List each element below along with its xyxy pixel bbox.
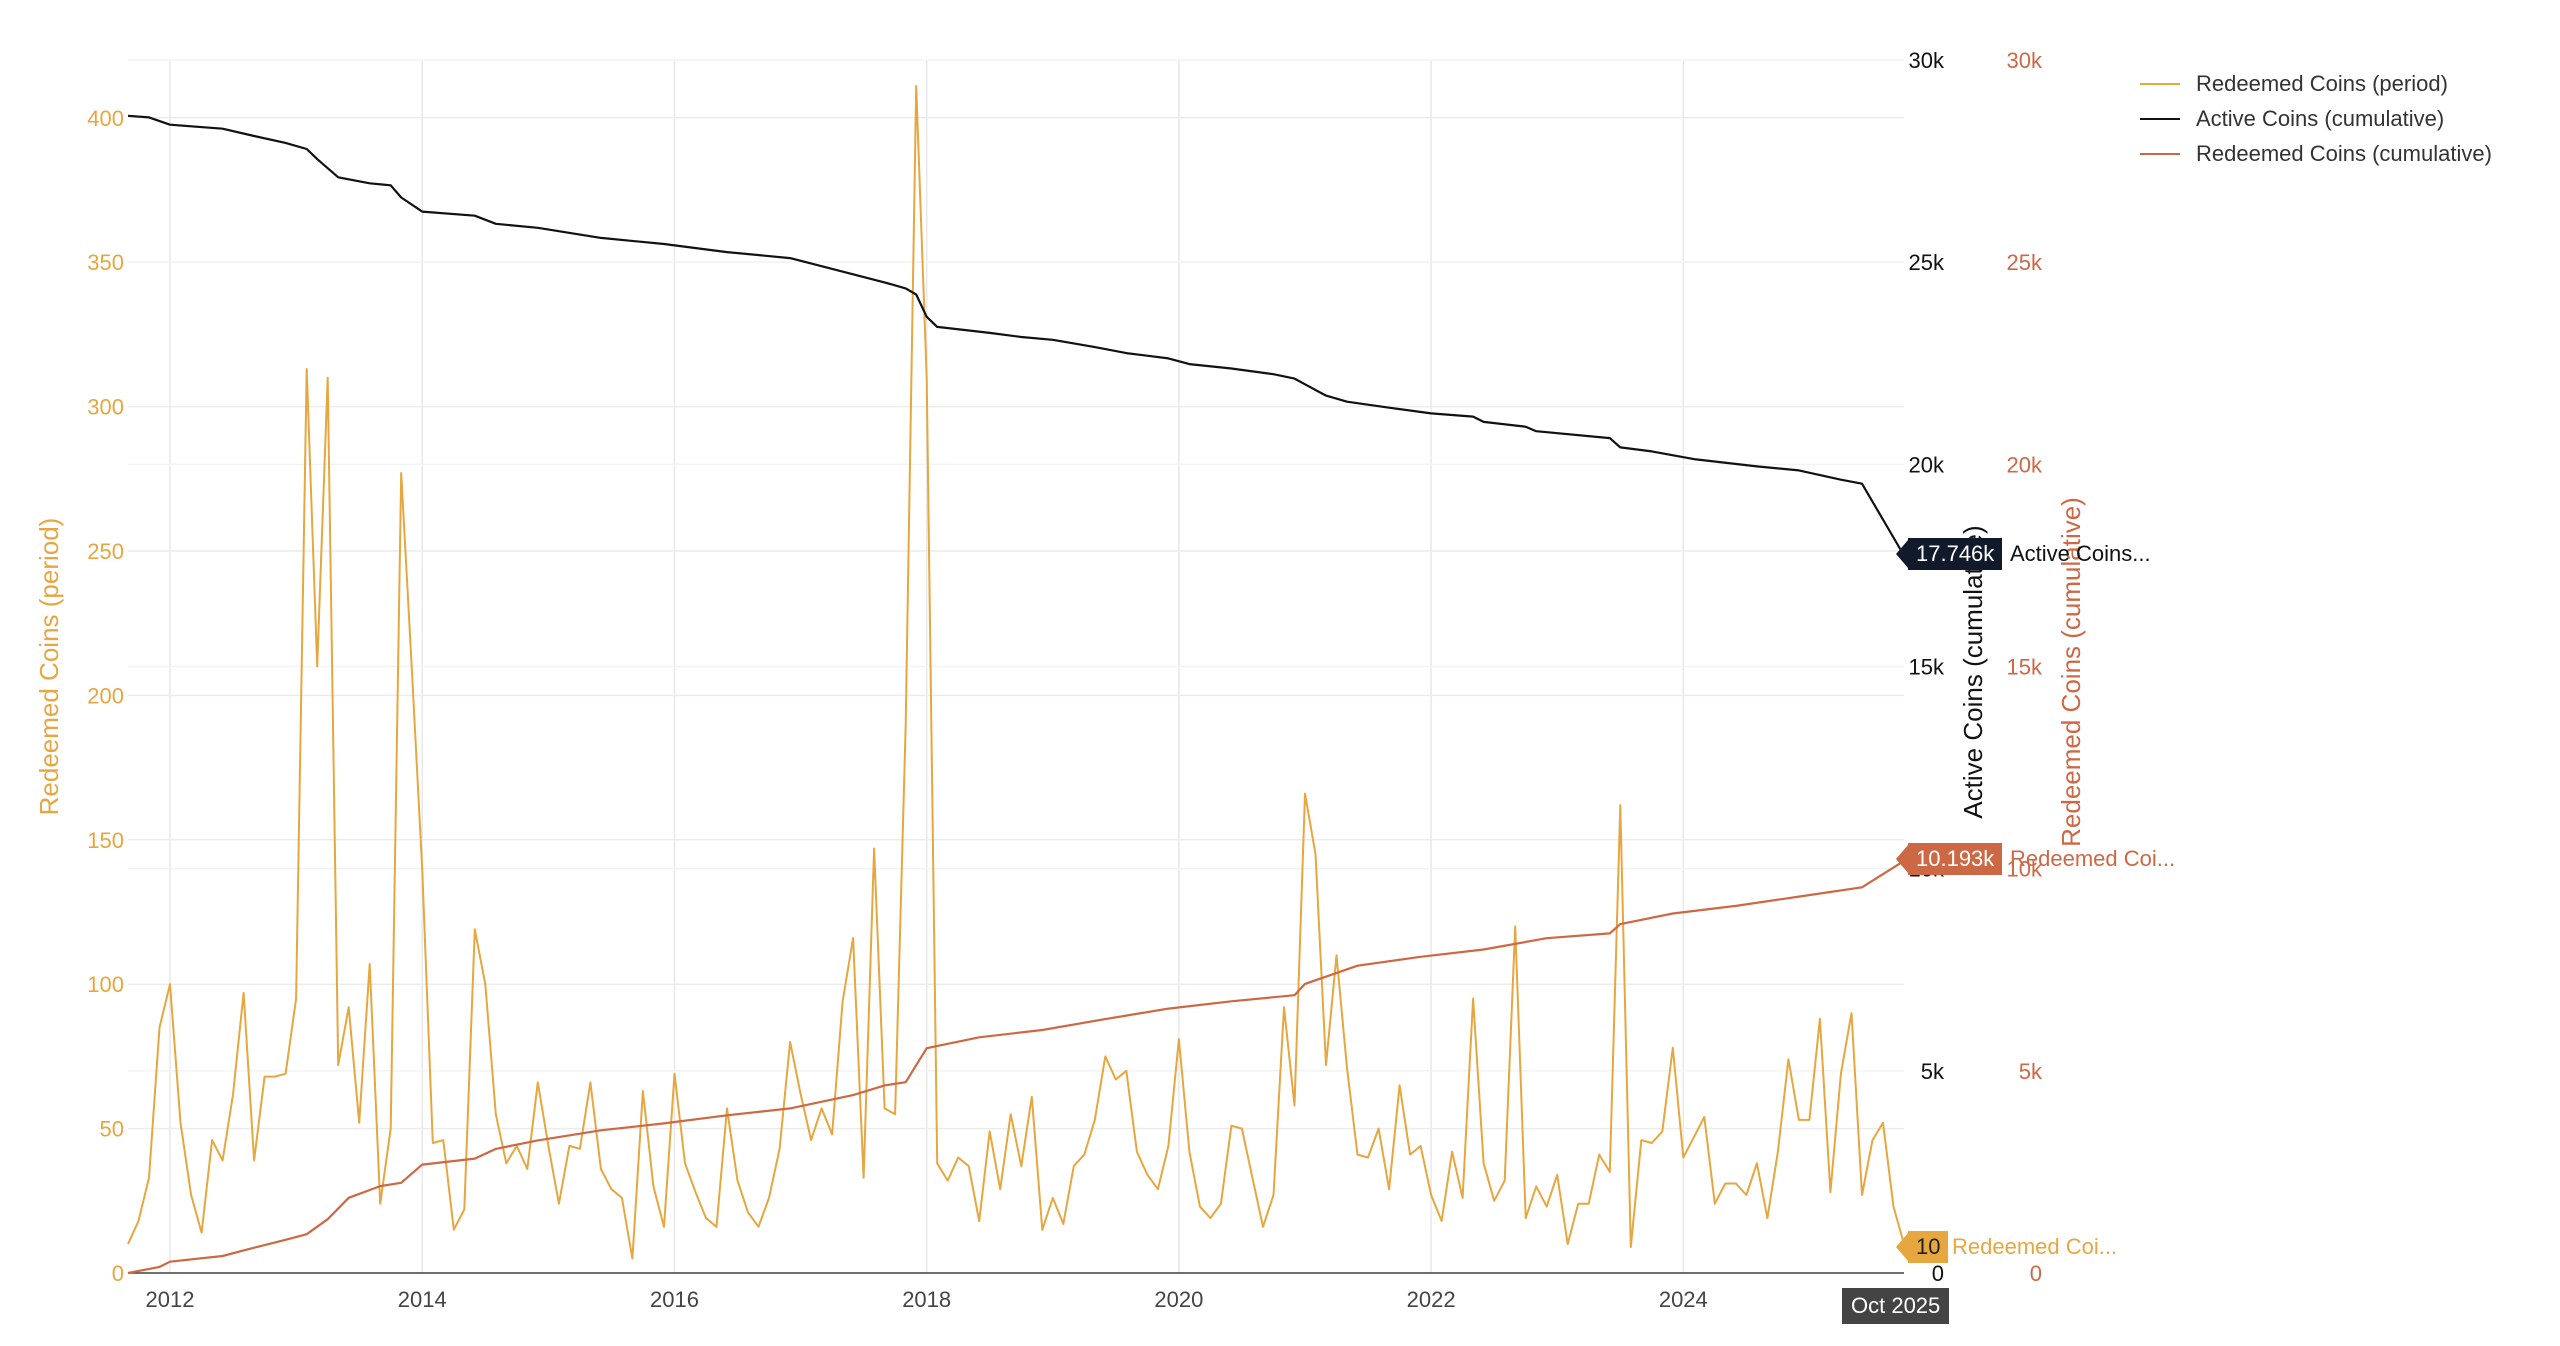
y-right2-tick-label: 10k bbox=[2007, 857, 2043, 882]
y-right2-tick-label: 20k bbox=[2007, 452, 2043, 477]
hover-value-redeemed-cum: 10.193k bbox=[1908, 843, 2003, 875]
y-right2-axis-title: Redeemed Coins (cumulative) bbox=[2056, 497, 2086, 847]
grid-lines bbox=[128, 59, 1904, 1274]
hover-value-active: 17.746k bbox=[1908, 538, 2003, 570]
hover-value-redeemed-period: 10 bbox=[1908, 1231, 1949, 1263]
legend-label: Active Coins (cumulative) bbox=[2196, 105, 2445, 131]
legend[interactable]: Redeemed Coins (period) Active Coins (cu… bbox=[2140, 66, 2492, 171]
x-tick-label: 2012 bbox=[146, 1287, 195, 1312]
y-left-tick-label: 200 bbox=[87, 683, 124, 708]
legend-swatch bbox=[2140, 117, 2180, 120]
y-right2-tick-label: 30k bbox=[2007, 48, 2043, 73]
y-right2-tick-label: 25k bbox=[2007, 250, 2043, 275]
x-tick-label: 2016 bbox=[650, 1287, 699, 1312]
axes: 2012 2014 2016 2018 2020 2022 2024050100150200… bbox=[87, 48, 2043, 1312]
y-right1-axis-title: Active Coins (cumulative) bbox=[1958, 525, 1988, 818]
legend-item-active-cumulative[interactable]: Active Coins (cumulative) bbox=[2140, 101, 2492, 136]
hover-label-redeemed-cum: Redeemed Coi... bbox=[2010, 846, 2176, 871]
x-tick-label: 2022 bbox=[1407, 1287, 1456, 1312]
y-right1-tick-label: 25k bbox=[1909, 250, 1945, 275]
y-left-axis-title: Redeemed Coins (period) bbox=[34, 518, 64, 816]
x-tick-label: 2020 bbox=[1154, 1287, 1203, 1312]
y-right2-tick-label: 0 bbox=[2030, 1261, 2042, 1286]
y-left-tick-label: 150 bbox=[87, 828, 124, 853]
y-left-tick-label: 350 bbox=[87, 250, 124, 275]
x-tick-label: 2024 bbox=[1659, 1287, 1708, 1312]
legend-item-redeemed-cumulative[interactable]: Redeemed Coins (cumulative) bbox=[2140, 136, 2492, 171]
y-right2-tick-label: 15k bbox=[2007, 655, 2043, 680]
y-right2-tick-label: 5k bbox=[2019, 1059, 2043, 1084]
y-left-tick-label: 400 bbox=[87, 106, 124, 131]
legend-swatch bbox=[2140, 152, 2180, 155]
y-right1-tick-label: 0 bbox=[1932, 1261, 1944, 1286]
series-lines[interactable] bbox=[127, 85, 1905, 1275]
hover-label-active: Active Coins... bbox=[2010, 541, 2151, 566]
legend-label: Redeemed Coins (cumulative) bbox=[2196, 140, 2492, 166]
y-right1-tick-label: 30k bbox=[1909, 48, 1945, 73]
legend-label: Redeemed Coins (period) bbox=[2196, 70, 2448, 96]
y-left-tick-label: 250 bbox=[87, 539, 124, 564]
series-redeemed-period-line[interactable] bbox=[127, 85, 1905, 1260]
y-left-tick-label: 0 bbox=[112, 1261, 124, 1286]
y-left-tick-label: 300 bbox=[87, 395, 124, 420]
series-redeemed-cumulative-line[interactable] bbox=[127, 859, 1905, 1275]
legend-swatch bbox=[2140, 82, 2180, 85]
series-active-cumulative-line[interactable] bbox=[127, 114, 1905, 557]
axis-titles: Redeemed Coins (period) Active Coins (cum… bbox=[34, 497, 2086, 847]
x-tick-label: 2018 bbox=[902, 1287, 951, 1312]
y-right1-tick-label: 20k bbox=[1909, 452, 1945, 477]
y-left-tick-label: 50 bbox=[100, 1117, 124, 1142]
y-right1-tick-label: 15k bbox=[1909, 655, 1945, 680]
hover-x-label: Oct 2025 bbox=[1842, 1288, 1950, 1324]
x-tick-label: 2014 bbox=[398, 1287, 447, 1312]
y-left-tick-label: 100 bbox=[87, 972, 124, 997]
legend-item-redeemed-period[interactable]: Redeemed Coins (period) bbox=[2140, 66, 2492, 101]
hover-label-redeemed-period: Redeemed Coi... bbox=[1952, 1234, 2118, 1259]
y-right1-tick-label: 5k bbox=[1921, 1059, 1945, 1084]
